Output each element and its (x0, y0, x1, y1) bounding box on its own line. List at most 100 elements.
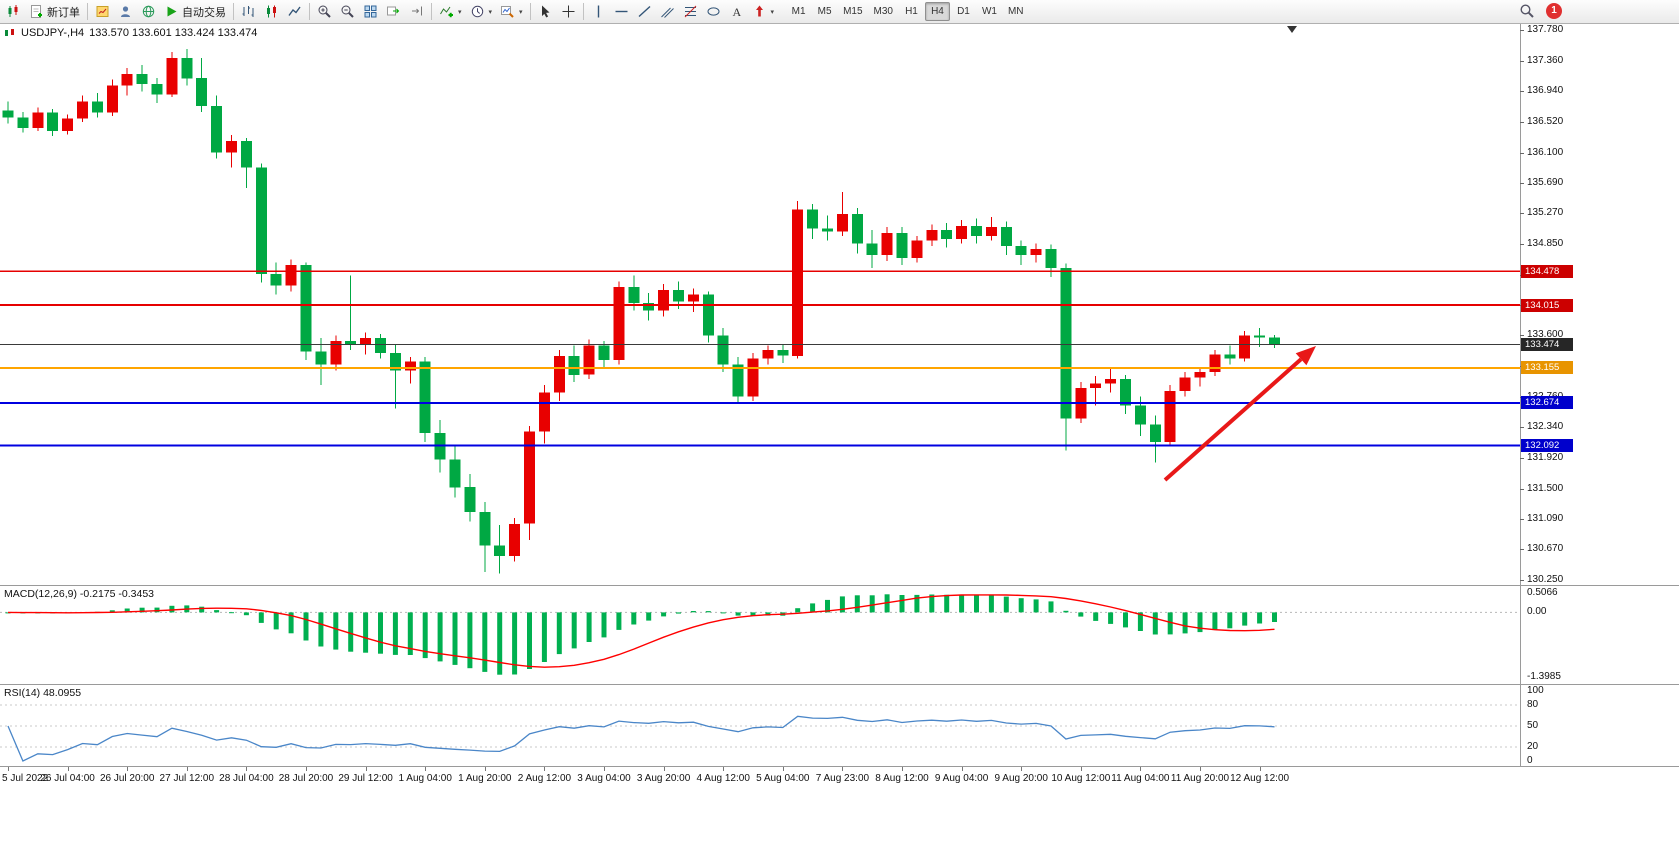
zoom-in-button[interactable] (313, 2, 336, 22)
notification-badge[interactable]: 1 (1546, 3, 1562, 19)
auto-trading-button[interactable]: 自动交易 (160, 2, 230, 22)
candles-chart-button[interactable] (260, 2, 283, 22)
time-label: 3 Aug 20:00 (636, 773, 691, 784)
market-watch-button[interactable] (91, 2, 114, 22)
time-axis[interactable]: 5 Jul 2022 26 Jul 04:00 26 Jul 20:00 27 Jul… (0, 767, 1679, 793)
time-tickmark (1140, 767, 1142, 771)
fibonacci-icon (683, 4, 698, 19)
time-tickmark (961, 767, 963, 771)
time-label: 3 Aug 04:00 (577, 773, 631, 784)
search-icon (1519, 3, 1534, 18)
timeframe-button-m15[interactable]: M15 (838, 2, 867, 21)
price-tick: 135.690 (1527, 176, 1564, 188)
price-tick: 134.010 (1527, 299, 1564, 311)
toolbar-separator (309, 3, 310, 20)
data-window-button[interactable] (114, 2, 137, 22)
rsi-scale-label: 50 (1527, 720, 1539, 731)
chart-window-button[interactable] (2, 2, 25, 22)
tile-windows-icon (363, 4, 378, 19)
price-axis-divider (1520, 22, 1521, 766)
timeframe-button-m30[interactable]: M30 (869, 2, 898, 21)
price-badge: 132.674 (1521, 396, 1573, 410)
price-tick: 130.670 (1527, 543, 1564, 555)
panel-divider[interactable] (0, 684, 1679, 685)
price-tick: 132.340 (1527, 421, 1564, 433)
time-label: 12 Aug 12:00 (1230, 773, 1290, 784)
zoom-out-button[interactable] (336, 2, 359, 22)
line-chart-button[interactable] (283, 2, 306, 22)
timeframe-button-d1[interactable]: D1 (951, 2, 976, 21)
text-tool-button[interactable]: A (725, 2, 748, 22)
time-tickmark (842, 767, 844, 771)
templates-button[interactable] (496, 2, 527, 22)
time-tickmark (8, 767, 9, 771)
line-chart-icon (287, 4, 302, 19)
timeframe-button-m5[interactable]: M5 (812, 2, 837, 21)
chart-title: USDJPY-,H4 133.570 133.601 133.424 133.4… (4, 27, 257, 39)
timeframe-button-m1[interactable]: M1 (786, 2, 811, 21)
trend-arrow-annotation[interactable] (1163, 346, 1316, 482)
play-icon (164, 4, 179, 19)
price-tick: 131.090 (1527, 512, 1564, 524)
chart-shift-button[interactable] (405, 2, 428, 22)
channel-button[interactable] (656, 2, 679, 22)
search-button[interactable] (1516, 3, 1536, 20)
macd-panel-chart[interactable] (0, 586, 1520, 684)
horizontal-line-button[interactable] (610, 2, 633, 22)
rsi-panel-chart[interactable] (0, 685, 1520, 766)
cursor-button[interactable] (534, 2, 557, 22)
crosshair-icon (561, 4, 576, 19)
channel-icon (660, 4, 675, 19)
time-tickmark (782, 767, 784, 771)
time-tickmark (484, 767, 486, 771)
trendline-button[interactable] (633, 2, 656, 22)
shapes-button[interactable] (702, 2, 725, 22)
zoom-out-icon (340, 4, 355, 19)
auto-scroll-button[interactable] (382, 2, 405, 22)
price-tick: 135.270 (1527, 207, 1564, 219)
fibonacci-button[interactable] (679, 2, 702, 22)
arrows-tool-icon (752, 4, 767, 19)
time-tickmark (902, 767, 903, 771)
candles-chart-icon (264, 4, 279, 19)
time-label: 5 Jul 2022 (2, 773, 49, 784)
new-order-icon (29, 4, 44, 19)
chart-shift-marker[interactable] (1287, 26, 1297, 33)
macd-label: MACD(12,26,9) -0.2175 -0.3453 (4, 588, 154, 600)
auto-trading-label: 自动交易 (182, 6, 226, 19)
timeframe-button-w1[interactable]: W1 (977, 2, 1002, 21)
chevron-down-icon (519, 8, 523, 16)
text-tool-icon: A (729, 4, 744, 19)
crosshair-button[interactable] (557, 2, 580, 22)
candlestick-chart[interactable] (0, 22, 1520, 585)
toolbar-separator (87, 3, 88, 20)
new-order-button[interactable]: 新订单 (25, 2, 84, 22)
vertical-line-button[interactable] (587, 2, 610, 22)
macd-scale-label: 0.00 (1527, 606, 1547, 618)
timeframe-group: M1 M5 M15 M30 H1 H4 D1 W1 MN (786, 2, 1028, 21)
bars-chart-icon (241, 4, 256, 19)
rsi-scale-label: 0 (1527, 755, 1533, 766)
new-order-label: 新订单 (47, 6, 80, 19)
chart-title-icon (4, 27, 16, 39)
time-label: 9 Aug 20:00 (994, 773, 1048, 784)
price-badge: 134.015 (1521, 298, 1573, 312)
bars-chart-button[interactable] (237, 2, 260, 22)
tile-windows-button[interactable] (359, 2, 382, 22)
panel-divider[interactable] (0, 585, 1679, 586)
time-label: 26 Jul 20:00 (99, 773, 155, 784)
time-label: 5 Aug 04:00 (756, 773, 810, 784)
price-tick: 133.600 (1527, 329, 1564, 341)
time-tickmark (67, 767, 69, 771)
arrows-tool-button[interactable] (748, 2, 779, 22)
time-tickmark (425, 767, 427, 771)
price-tick: 132.760 (1527, 390, 1564, 402)
timeframe-button-h1[interactable]: H1 (899, 2, 924, 21)
timeframe-button-h4[interactable]: H4 (924, 2, 950, 21)
periods-button[interactable] (466, 2, 497, 22)
price-tick: 134.430 (1527, 268, 1564, 280)
timeframe-button-mn[interactable]: MN (1003, 2, 1029, 21)
navigator-button[interactable] (137, 2, 160, 22)
indicators-button[interactable] (435, 2, 466, 22)
